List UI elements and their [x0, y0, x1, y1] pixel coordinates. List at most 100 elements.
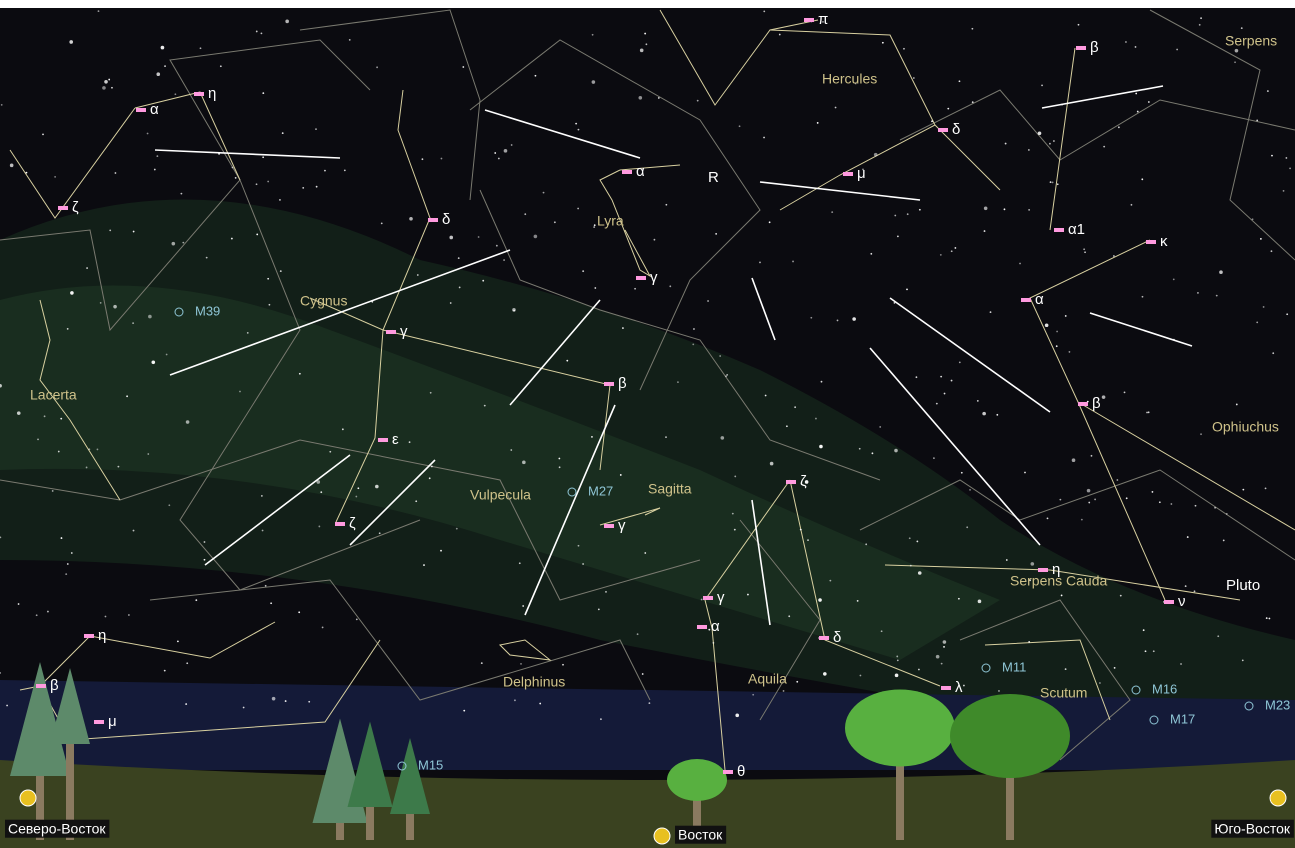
star-dot	[272, 697, 276, 701]
star-dot	[409, 441, 411, 443]
star-dot	[133, 231, 135, 233]
star-dot	[1200, 433, 1202, 435]
star-dot	[522, 461, 526, 465]
star-dot	[539, 703, 541, 705]
star-dot	[1187, 536, 1189, 538]
star-dot	[104, 80, 108, 84]
star-dot	[1056, 345, 1058, 347]
star-dot	[231, 238, 233, 240]
star-dot	[267, 278, 269, 280]
star-dot	[513, 310, 515, 312]
star-dot	[894, 215, 896, 217]
star-dot	[58, 451, 60, 453]
star-dot	[984, 230, 986, 232]
star-dot	[1103, 146, 1105, 148]
star-dot	[1038, 131, 1042, 135]
star-dot	[1131, 204, 1133, 206]
star-marker	[723, 770, 733, 774]
star-dot	[1226, 513, 1228, 515]
star-dot	[185, 703, 187, 705]
star-label: α	[711, 618, 720, 635]
star-dot	[262, 530, 264, 532]
star-dot	[1223, 540, 1225, 542]
star-dot	[1049, 143, 1051, 145]
star-dot	[634, 288, 636, 290]
star-dot	[931, 120, 933, 122]
star-marker	[194, 92, 204, 96]
star-dot	[1083, 248, 1085, 250]
star-dot	[1272, 352, 1274, 354]
star-dot	[195, 599, 197, 601]
star-dot	[1146, 412, 1148, 414]
star-dot	[734, 529, 736, 531]
star-dot	[86, 267, 88, 269]
star-dot	[47, 611, 49, 613]
star-dot	[642, 673, 644, 675]
star-dot	[665, 436, 667, 438]
star-dot	[1028, 641, 1030, 643]
constellation-label: Cygnus	[300, 293, 347, 309]
compass-icon	[654, 828, 670, 844]
star-dot	[1285, 157, 1287, 159]
star-label: α	[150, 101, 159, 118]
star-dot	[232, 167, 234, 169]
star-dot	[1052, 182, 1054, 184]
star-dot	[575, 123, 577, 125]
star-dot	[1050, 181, 1052, 183]
star-dot	[622, 327, 624, 329]
tree-crown	[667, 759, 727, 801]
star-dot	[522, 605, 524, 607]
star-dot	[415, 500, 417, 502]
star-dot	[870, 253, 872, 255]
star-dot	[496, 245, 498, 247]
star-dot	[1069, 351, 1071, 353]
star-marker	[941, 686, 951, 690]
star-dot	[431, 466, 433, 468]
star-dot	[763, 10, 765, 12]
deep-sky-label: M16	[1152, 681, 1177, 696]
star-dot	[996, 414, 998, 416]
star-dot	[726, 374, 728, 376]
star-label: δ	[833, 629, 841, 646]
star-dot	[320, 491, 322, 493]
star-dot	[105, 616, 107, 618]
star-dot	[1084, 251, 1086, 253]
star-dot	[582, 563, 584, 565]
star-dot	[582, 270, 584, 272]
star-dot	[1045, 323, 1049, 327]
star-dot	[1194, 590, 1196, 592]
star-dot	[154, 169, 156, 171]
deep-sky-label: M17	[1170, 711, 1195, 726]
star-dot	[10, 164, 14, 168]
star-dot	[65, 573, 67, 575]
star-dot	[69, 40, 73, 44]
star-dot	[645, 43, 647, 45]
star-dot	[1197, 292, 1199, 294]
star-marker	[1021, 298, 1031, 302]
star-dot	[67, 328, 69, 330]
star-marker	[136, 108, 146, 112]
star-marker	[36, 684, 46, 688]
star-dot	[109, 229, 111, 231]
star-dot	[1271, 250, 1273, 252]
star-dot	[247, 332, 249, 334]
star-dot	[906, 288, 908, 290]
star-dot	[818, 598, 822, 602]
star-dot	[280, 270, 282, 272]
star-label: η	[1052, 561, 1060, 578]
star-dot	[177, 640, 179, 642]
star-dot	[409, 217, 413, 221]
star-marker	[843, 172, 853, 176]
star-marker	[94, 720, 104, 724]
star-dot	[779, 34, 781, 36]
star-dot	[783, 690, 785, 692]
star-dot	[463, 710, 465, 712]
star-label: α	[636, 163, 645, 180]
star-dot	[113, 305, 117, 309]
star-dot	[719, 355, 721, 357]
star-label: μ	[108, 713, 117, 730]
star-dot	[204, 559, 206, 561]
star-dot	[559, 466, 561, 468]
object-label: R	[708, 169, 719, 186]
star-dot	[566, 360, 568, 362]
